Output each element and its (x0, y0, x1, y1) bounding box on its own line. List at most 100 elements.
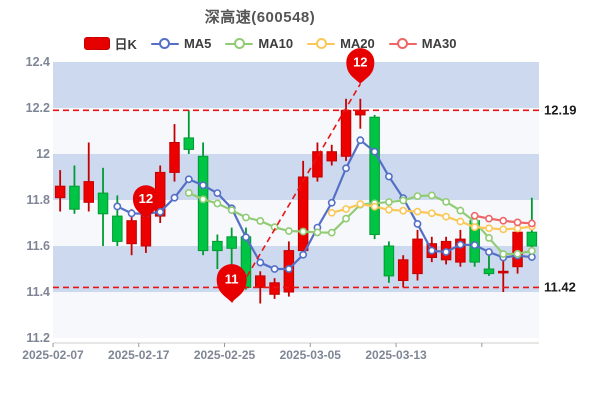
value-pin-icon (216, 264, 247, 303)
ma20-point (399, 206, 408, 215)
ma5-point (113, 202, 122, 211)
ma10-point (385, 198, 393, 206)
ma20-point (370, 202, 379, 211)
ma10-point (399, 196, 408, 205)
ma5-point (470, 241, 479, 249)
pin-label: 12 (139, 191, 153, 206)
candle-body (355, 109, 366, 116)
legend-label: MA30 (421, 36, 457, 51)
ma5-point (342, 164, 350, 173)
ma5-point (413, 220, 422, 228)
candle-body (54, 185, 66, 199)
candle-body (83, 181, 94, 203)
ma10-point (427, 191, 436, 200)
ma20-line-icon (307, 38, 336, 50)
ma20-point (470, 223, 479, 232)
candle-body (212, 240, 223, 252)
ma5-point (256, 258, 265, 267)
candle-body (126, 220, 137, 245)
candle-body (340, 109, 352, 157)
chart-legend: 日K MA5 MA10 MA20 MA30 (0, 34, 540, 53)
ma20-point (427, 209, 436, 218)
legend-item-ma5[interactable]: MA5 (150, 36, 211, 51)
ma10-point (442, 197, 450, 206)
ma5-point (370, 147, 379, 156)
plot-band (53, 292, 539, 338)
candle-body (397, 259, 409, 281)
ma10-point (327, 228, 336, 237)
candle-body (97, 192, 109, 215)
plot-band (53, 154, 539, 200)
candle-body (226, 236, 237, 249)
plot-band (53, 62, 539, 108)
ma10-point (184, 188, 193, 197)
ma20-point (456, 217, 465, 226)
candle-body (369, 116, 380, 235)
ma10-point (313, 228, 322, 237)
ma30-point (499, 216, 508, 225)
ma30-line-icon (388, 38, 417, 50)
ma10-point (227, 206, 236, 215)
ma10-point (342, 214, 350, 223)
candle-body (183, 137, 195, 150)
ma20-point (413, 207, 422, 216)
plot-band (53, 108, 539, 154)
legend-label: MA10 (258, 36, 294, 51)
ma10-point (513, 249, 522, 258)
legend-label: 日K (114, 37, 137, 52)
legend-item-ma10[interactable]: MA10 (225, 36, 293, 51)
ma5-point (270, 265, 279, 273)
candle-body (483, 268, 495, 275)
ma20-point (327, 208, 336, 217)
ma5-point (156, 208, 165, 216)
ma30-point (513, 218, 522, 227)
ma5-point (385, 172, 393, 181)
ma10-point (499, 250, 508, 258)
ma20-point (342, 205, 350, 213)
ma5-point (442, 248, 450, 256)
ma10-point (242, 213, 250, 222)
ma5-point (170, 193, 179, 202)
ma10-point (256, 217, 265, 225)
legend-item-ma30[interactable]: MA30 (388, 36, 457, 51)
ma10-line-icon (225, 38, 254, 50)
ma20-point (385, 205, 393, 214)
candle-body (498, 270, 509, 274)
ma20-point (499, 225, 508, 234)
ma30-point (485, 214, 493, 223)
candle-body (383, 245, 395, 277)
chart-title: 深高速(600548) (204, 9, 316, 26)
ma5-point (456, 240, 465, 249)
ma5-point (213, 189, 222, 197)
ma20-point (485, 224, 493, 233)
legend-item-kk[interactable]: 日K (83, 34, 137, 53)
pin-label: 12 (353, 55, 367, 70)
pin-label: 11 (225, 272, 239, 287)
ma10-point (299, 227, 308, 236)
candle-body (455, 238, 466, 263)
ma10-point (413, 192, 422, 200)
candle-body (112, 215, 123, 242)
ma5-line-icon (150, 38, 179, 50)
ma10-point (485, 234, 493, 242)
candle-body (412, 238, 423, 275)
ma5-point (242, 233, 250, 242)
ma5-point (199, 181, 207, 190)
ma30-point (527, 219, 536, 228)
candle-body (197, 155, 209, 252)
ma5-point (427, 246, 436, 255)
ma5-point (299, 250, 308, 259)
value-pin-icon (132, 185, 159, 219)
ma5-point (485, 248, 493, 256)
legend-item-ma20[interactable]: MA20 (307, 36, 375, 51)
ma5-point (327, 198, 336, 207)
candle-body (512, 231, 523, 268)
ma10-point (456, 206, 465, 215)
value-pin-icon (346, 48, 375, 84)
legend-label: MA20 (340, 36, 375, 51)
ma5-point (527, 253, 536, 261)
candle-body (69, 185, 80, 210)
candle-body (297, 176, 309, 252)
